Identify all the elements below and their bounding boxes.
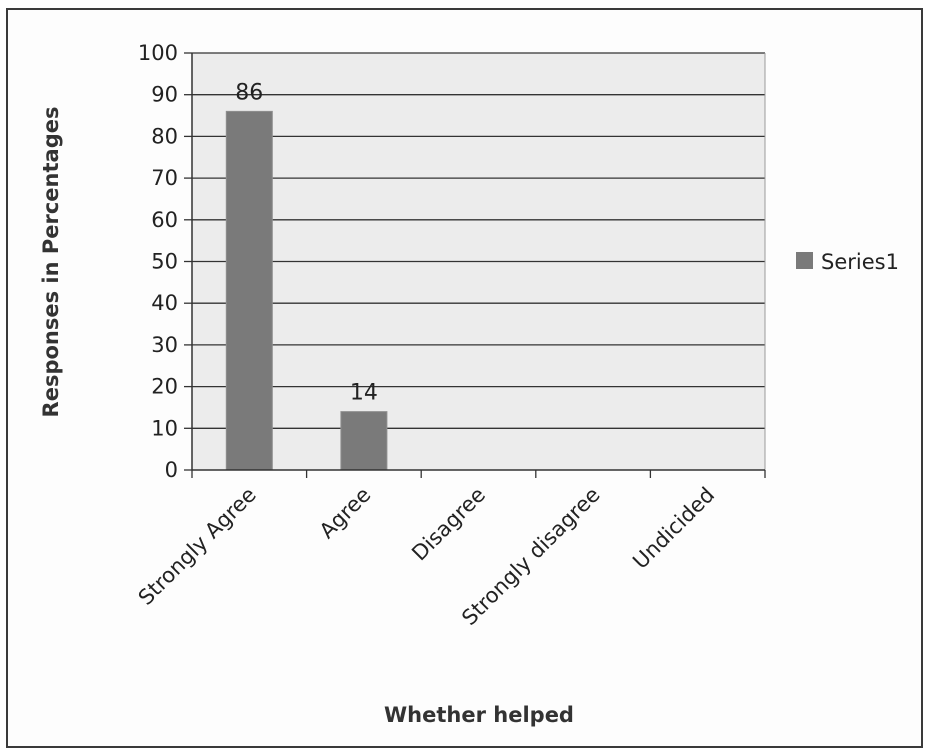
axes	[184, 52, 766, 478]
x-axis-title: Whether helped	[384, 703, 574, 727]
bar	[340, 411, 388, 471]
x-tick-label: Disagree	[407, 483, 490, 566]
data-label: 14	[350, 381, 378, 406]
x-tick-label: Agree	[315, 483, 376, 544]
y-tick-label: 90	[151, 83, 178, 107]
gridlines	[192, 52, 765, 429]
y-tick-label: 30	[151, 333, 178, 357]
y-tick-labels: 0 10 20 30 40 50 60 70 80 90 100	[138, 41, 178, 482]
x-tick-label: Strongly Agree	[134, 483, 261, 610]
data-label: 86	[235, 80, 263, 105]
data-labels: 86 14	[235, 80, 378, 405]
y-tick-label: 40	[151, 291, 178, 315]
x-tick-label: Undicided	[628, 483, 719, 574]
bar	[225, 110, 273, 471]
y-tick-label: 0	[165, 458, 178, 482]
y-axis-title: Responses in Percentages	[39, 107, 63, 418]
y-tick-label: 10	[151, 416, 178, 440]
y-tick-label: 20	[151, 375, 178, 399]
y-tick-label: 80	[151, 124, 178, 148]
bars	[225, 110, 388, 471]
y-tick-label: 100	[138, 41, 178, 65]
y-tick-label: 70	[151, 166, 178, 190]
y-tick-label: 60	[151, 208, 178, 232]
legend-label-series1: Series1	[821, 250, 899, 274]
legend-swatch	[796, 252, 813, 269]
legend: Series1	[796, 250, 899, 274]
y-tick-label: 50	[151, 250, 178, 274]
